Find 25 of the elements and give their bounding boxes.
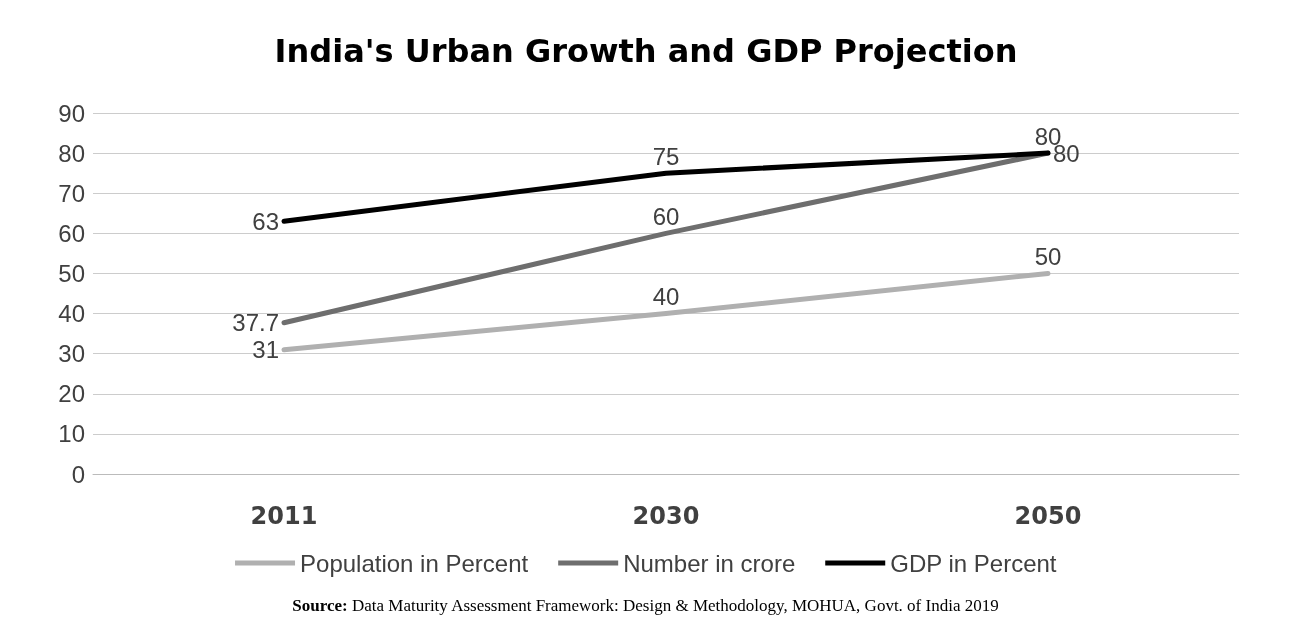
x-tick-label: 2050 bbox=[1014, 502, 1082, 530]
y-tick-label: 0 bbox=[71, 460, 85, 488]
y-tick-label: 40 bbox=[58, 300, 85, 328]
y-tick-label: 20 bbox=[58, 380, 85, 408]
y-tick-label: 60 bbox=[58, 219, 85, 247]
y-tick-label: 30 bbox=[58, 340, 85, 368]
legend-label: Number in crore bbox=[623, 549, 796, 577]
data-label: 75 bbox=[652, 142, 680, 170]
x-tick-label: 2011 bbox=[250, 502, 318, 530]
data-label: 50 bbox=[1034, 242, 1062, 270]
y-tick-label: 80 bbox=[58, 139, 85, 167]
x-tick-label: 2030 bbox=[632, 502, 700, 530]
data-label: 37.7 bbox=[232, 309, 279, 337]
y-tick-label: 10 bbox=[58, 420, 85, 448]
y-tick-label: 70 bbox=[58, 179, 85, 207]
legend-label: Population in Percent bbox=[300, 549, 529, 577]
data-label: 63 bbox=[252, 207, 279, 235]
data-label: 31 bbox=[252, 336, 279, 364]
y-tick-label: 50 bbox=[58, 259, 85, 287]
data-label: 60 bbox=[652, 202, 680, 230]
data-label: 40 bbox=[652, 283, 680, 311]
legend-label: GDP in Percent bbox=[890, 549, 1057, 577]
y-tick-label: 90 bbox=[58, 99, 85, 127]
source-note: Source: Data Maturity Assessment Framework: Design & Methodology, MOHUA, Govt. of India 2019 bbox=[292, 596, 999, 615]
chart-title: India's Urban Growth and GDP Projection bbox=[274, 32, 1018, 70]
